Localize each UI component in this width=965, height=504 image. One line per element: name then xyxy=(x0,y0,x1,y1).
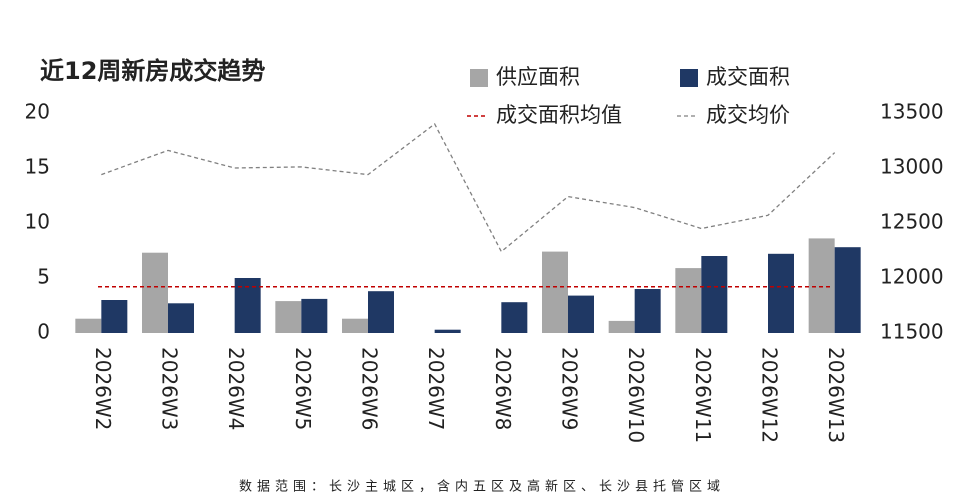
x-tick-label: 2026W11 xyxy=(691,347,715,443)
y2-tick-label: 12000 xyxy=(880,265,944,289)
x-tick-label: 2026W2 xyxy=(91,347,115,430)
y-tick-label: 5 xyxy=(37,265,50,289)
bar xyxy=(634,289,661,333)
bar xyxy=(75,318,102,333)
x-tick-label: 2026W7 xyxy=(424,347,448,430)
legend-label: 成交面积均值 xyxy=(496,103,622,127)
price-line xyxy=(101,123,836,253)
bar xyxy=(168,303,194,333)
bar xyxy=(368,291,394,333)
x-tick-label: 2026W4 xyxy=(224,347,248,430)
x-tick-label: 2026W10 xyxy=(624,347,648,443)
x-tick-label: 2026W13 xyxy=(824,347,848,443)
legend-swatch xyxy=(470,69,488,87)
bar xyxy=(275,301,302,333)
x-tick-label: 2026W12 xyxy=(758,347,782,443)
y2-tick-label: 12500 xyxy=(880,210,944,234)
y-tick-label: 10 xyxy=(25,210,50,234)
x-tick-label: 2026W8 xyxy=(491,347,515,430)
legend-label: 成交均价 xyxy=(706,103,790,127)
x-tick-label: 2026W6 xyxy=(358,347,382,430)
y2-tick-label: 13500 xyxy=(880,100,944,124)
x-tick-label: 2026W5 xyxy=(291,347,315,430)
bar xyxy=(434,329,461,333)
legend-label: 成交面积 xyxy=(706,65,790,89)
bar xyxy=(142,252,168,333)
legend-label: 供应面积 xyxy=(496,65,580,89)
bar xyxy=(808,238,835,333)
bar xyxy=(342,318,368,333)
bar xyxy=(568,295,594,333)
y-tick-label: 15 xyxy=(25,155,50,179)
x-tick-label: 2026W9 xyxy=(558,347,582,430)
bar xyxy=(701,256,728,333)
bar xyxy=(675,268,702,333)
bar xyxy=(768,253,794,333)
chart-title: 近12周新房成交趋势 xyxy=(40,57,265,85)
bar xyxy=(542,251,568,333)
legend-swatch xyxy=(680,69,698,87)
x-tick-label: 2026W3 xyxy=(158,347,182,430)
footnote: 数据范围：长沙主城区，含内五区及高新区、长沙县托管区域 xyxy=(239,479,725,495)
y2-tick-label: 13000 xyxy=(880,155,944,179)
y-tick-label: 0 xyxy=(37,320,50,344)
bar xyxy=(608,320,635,333)
y-tick-label: 20 xyxy=(25,100,50,124)
bar xyxy=(101,300,128,333)
bar xyxy=(834,247,861,333)
y2-tick-label: 11500 xyxy=(880,320,944,344)
bar xyxy=(301,298,328,333)
bar xyxy=(501,302,528,333)
